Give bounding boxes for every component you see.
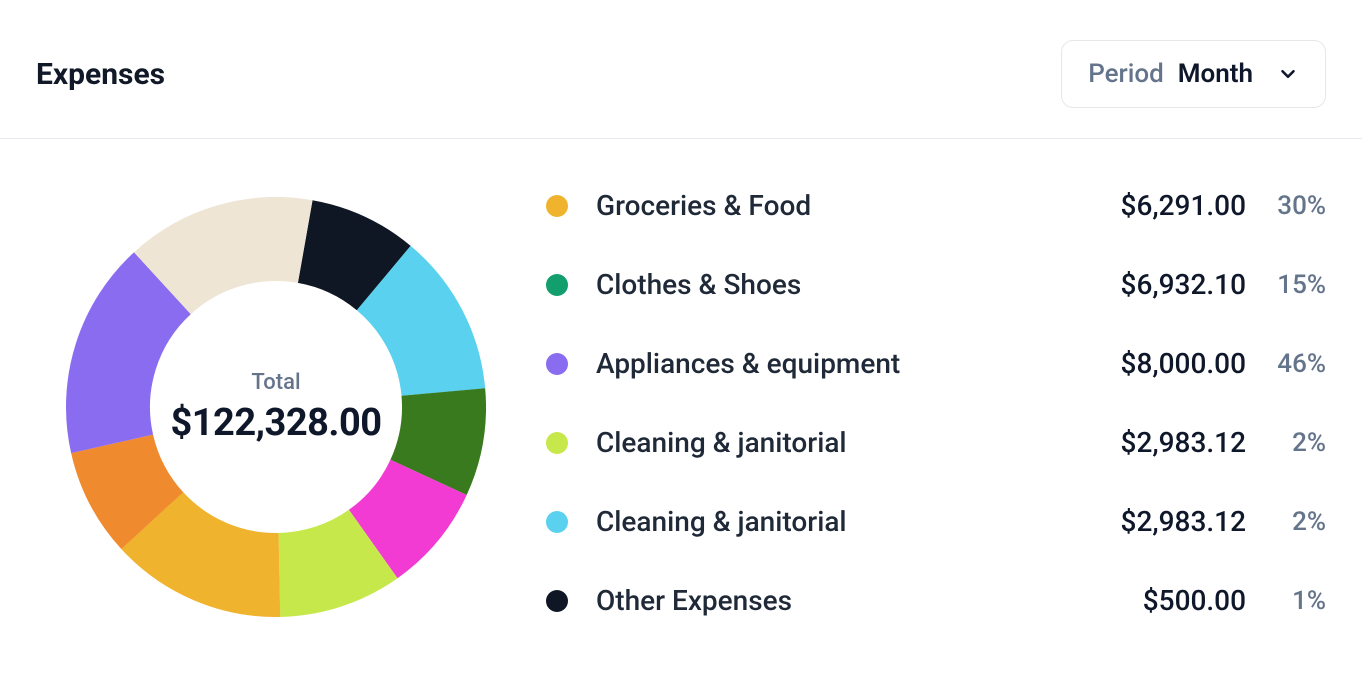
legend-percent: 15% [1266,270,1326,300]
legend-dot [546,432,568,454]
period-label: Period [1088,59,1164,89]
legend: Groceries & Food$6,291.00 30% Clothes & Sh… [546,179,1326,617]
legend-label: Groceries & Food [596,189,1121,222]
legend-label: Other Expenses [596,584,1143,617]
legend-dot [546,195,568,217]
legend-dot [546,274,568,296]
legend-row: Cleaning & janitorial$2,983.12 2% [546,505,1326,538]
legend-percent: 2% [1266,507,1326,537]
legend-dot [546,353,568,375]
legend-percent: 30% [1266,191,1326,221]
legend-amount: $2,983.12 [1121,505,1246,538]
donut-chart: Total $122,328.00 [66,197,486,617]
legend-label: Appliances & equipment [596,347,1121,380]
legend-percent: 1% [1266,586,1326,616]
legend-row: Clothes & Shoes$6,932.10 15% [546,268,1326,301]
legend-row: Cleaning & janitorial$2,983.12 2% [546,426,1326,459]
legend-amount: $500.00 [1143,584,1246,617]
period-value: Month [1178,59,1253,89]
period-dropdown[interactable]: Period Month [1061,40,1326,108]
legend-percent: 2% [1266,428,1326,458]
legend-amount: $6,291.00 [1121,189,1246,222]
donut-svg [66,197,486,617]
legend-dot [546,511,568,533]
legend-dot [546,590,568,612]
legend-amount: $6,932.10 [1121,268,1246,301]
chevron-down-icon [1277,63,1299,85]
legend-amount: $2,983.12 [1121,426,1246,459]
legend-label: Clothes & Shoes [596,268,1121,301]
card-content: Total $122,328.00 Groceries & Food$6,291… [0,139,1362,657]
legend-percent: 46% [1266,349,1326,379]
expenses-card: Expenses Period Month Total $122,328.00 … [0,0,1362,696]
legend-label: Cleaning & janitorial [596,505,1121,538]
legend-amount: $8,000.00 [1121,347,1246,380]
legend-row: Other Expenses$500.00 1% [546,584,1326,617]
card-title: Expenses [36,57,165,92]
card-header: Expenses Period Month [0,0,1362,139]
legend-row: Groceries & Food$6,291.00 30% [546,189,1326,222]
legend-label: Cleaning & janitorial [596,426,1121,459]
legend-row: Appliances & equipment$8,000.00 46% [546,347,1326,380]
